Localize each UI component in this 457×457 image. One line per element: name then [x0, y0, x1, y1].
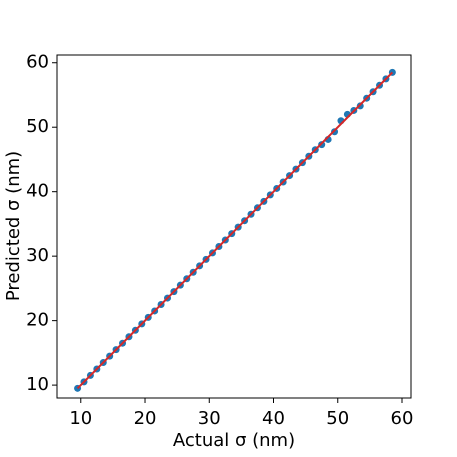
x-tick-label: 50 [326, 408, 349, 429]
y-tick-label: 50 [26, 116, 49, 137]
x-tick-label: 10 [69, 408, 92, 429]
axes-frame [56, 54, 412, 399]
y-tick-label: 60 [26, 52, 49, 73]
y-tick-label: 20 [26, 310, 49, 331]
y-axis-label: Predicted σ (nm) [3, 151, 24, 301]
y-tick-label: 10 [26, 374, 49, 395]
y-tick-label: 30 [26, 245, 49, 266]
fit-line [76, 71, 394, 390]
x-tick-label: 40 [262, 408, 285, 429]
x-axis-label: Actual σ (nm) [173, 430, 295, 451]
x-tick-label: 60 [391, 408, 414, 429]
x-tick-label: 30 [198, 408, 221, 429]
x-tick-label: 20 [134, 408, 157, 429]
y-tick-label: 40 [26, 181, 49, 202]
